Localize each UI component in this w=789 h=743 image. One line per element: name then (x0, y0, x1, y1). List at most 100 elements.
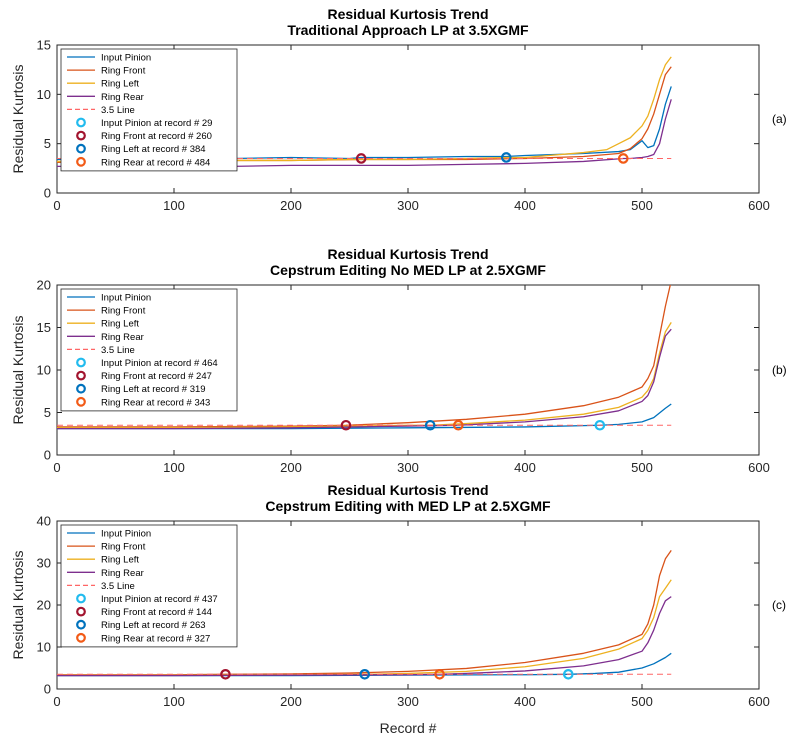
y-tick-label: 15 (37, 38, 51, 53)
x-tick-label: 500 (631, 460, 653, 475)
x-tick-label: 200 (280, 198, 302, 213)
x-tick-label: 400 (514, 198, 536, 213)
legend-label: Input Pinion (101, 293, 151, 304)
legend: Input Pinion Ring Front Ring Left Ring Rear… (60, 48, 238, 172)
legend-label: Ring Rear at record # 343 (101, 397, 210, 408)
threshold-marker (617, 153, 629, 164)
chart-title-line: Cepstrum Editing with MED LP at 2.5XGMF (265, 498, 551, 514)
y-tick-label: 10 (37, 363, 51, 378)
legend-marker-swatch (76, 396, 86, 407)
legend: Input Pinion Ring Front Ring Left Ring Rear… (60, 524, 238, 648)
legend-label: Ring Left (101, 79, 139, 90)
legend: Input Pinion Ring Front Ring Left Ring Rear… (60, 288, 238, 412)
legend-marker-swatch (76, 156, 86, 167)
legend-label: Input Pinion at record # 437 (101, 594, 218, 605)
y-tick-label: 40 (37, 514, 51, 529)
x-tick-label: 600 (748, 198, 770, 213)
legend-label: Ring Rear at record # 484 (101, 157, 210, 168)
legend-label: Ring Front (101, 306, 146, 317)
chart-title-line: Residual Kurtosis Trend (327, 482, 488, 498)
x-tick-label: 400 (514, 694, 536, 709)
legend-label: 3.5 Line (101, 581, 135, 592)
panel-label: (a) (772, 112, 787, 126)
threshold-marker (424, 419, 436, 431)
legend-label: Ring Left (101, 555, 139, 566)
threshold-marker (355, 153, 367, 164)
y-axis-label: Residual Kurtosis (10, 316, 26, 425)
legend-marker-swatch (76, 357, 86, 368)
legend-label: Ring Front at record # 247 (101, 371, 212, 382)
x-tick-label: 0 (53, 460, 60, 475)
legend-label: Ring Rear (101, 92, 144, 103)
legend-box (60, 288, 238, 412)
legend-marker-swatch (76, 130, 86, 141)
series-line-ring-rear (57, 596, 672, 677)
legend-box (60, 48, 238, 172)
threshold-marker (359, 668, 371, 680)
legend-label: Ring Left at record # 263 (101, 620, 206, 631)
x-tick-label: 200 (280, 460, 302, 475)
y-axis-label: Residual Kurtosis (10, 65, 26, 174)
legend-label: Ring Rear (101, 332, 144, 343)
chart-title-line: Residual Kurtosis Trend (327, 246, 488, 262)
y-tick-label: 0 (44, 186, 51, 201)
y-tick-label: 0 (44, 682, 51, 697)
threshold-marker (434, 668, 445, 680)
x-tick-label: 600 (748, 694, 770, 709)
x-tick-label: 0 (53, 198, 60, 213)
x-tick-label: 500 (631, 694, 653, 709)
legend-label: Input Pinion (101, 529, 151, 540)
legend-marker-swatch (76, 593, 86, 604)
threshold-marker (594, 419, 606, 431)
legend-label: Ring Left (101, 319, 139, 330)
legend-label: Ring Front (101, 66, 146, 77)
chart-title-line: Residual Kurtosis Trend (327, 6, 488, 22)
threshold-marker (340, 419, 352, 431)
legend-label: Ring Left at record # 319 (101, 384, 206, 395)
y-tick-label: 5 (44, 136, 51, 151)
series-line-ring-left (57, 56, 672, 163)
y-tick-label: 0 (44, 448, 51, 463)
legend-marker-swatch (76, 632, 86, 643)
y-tick-label: 30 (37, 556, 51, 571)
legend-label: Input Pinion at record # 464 (101, 358, 218, 369)
legend-marker-swatch (76, 619, 86, 630)
series-line-ring-front (57, 285, 671, 428)
x-tick-label: 300 (397, 460, 419, 475)
legend-label: 3.5 Line (101, 345, 135, 356)
legend-box (60, 524, 238, 648)
legend-label: Ring Rear (101, 568, 144, 579)
legend-marker-swatch (76, 383, 86, 394)
x-tick-label: 400 (514, 460, 536, 475)
y-tick-label: 15 (37, 320, 51, 335)
series-group (57, 550, 672, 680)
panel-label: (b) (772, 363, 787, 377)
legend-label: Ring Rear at record # 327 (101, 633, 210, 644)
y-axis-label: Residual Kurtosis (10, 551, 26, 660)
series-line-ring-rear (57, 328, 672, 430)
y-tick-label: 20 (37, 278, 51, 293)
y-tick-label: 20 (37, 598, 51, 613)
panel-label: (c) (772, 598, 786, 612)
y-tick-label: 5 (44, 405, 51, 420)
y-tick-label: 10 (37, 640, 51, 655)
legend-marker-swatch (76, 117, 86, 128)
threshold-marker (500, 152, 512, 163)
legend-marker-swatch (76, 606, 86, 617)
x-tick-label: 100 (163, 694, 185, 709)
series-line-ring-left (57, 322, 672, 429)
legend-marker-swatch (76, 143, 86, 154)
x-axis-label: Record # (380, 720, 437, 736)
legend-label: 3.5 Line (101, 105, 135, 116)
x-tick-label: 100 (163, 198, 185, 213)
chart-title-line: Cepstrum Editing No MED LP at 2.5XGMF (270, 262, 546, 278)
legend-label: Ring Left at record # 384 (101, 144, 206, 155)
x-tick-label: 0 (53, 694, 60, 709)
x-tick-label: 300 (397, 198, 419, 213)
threshold-marker (220, 668, 231, 680)
